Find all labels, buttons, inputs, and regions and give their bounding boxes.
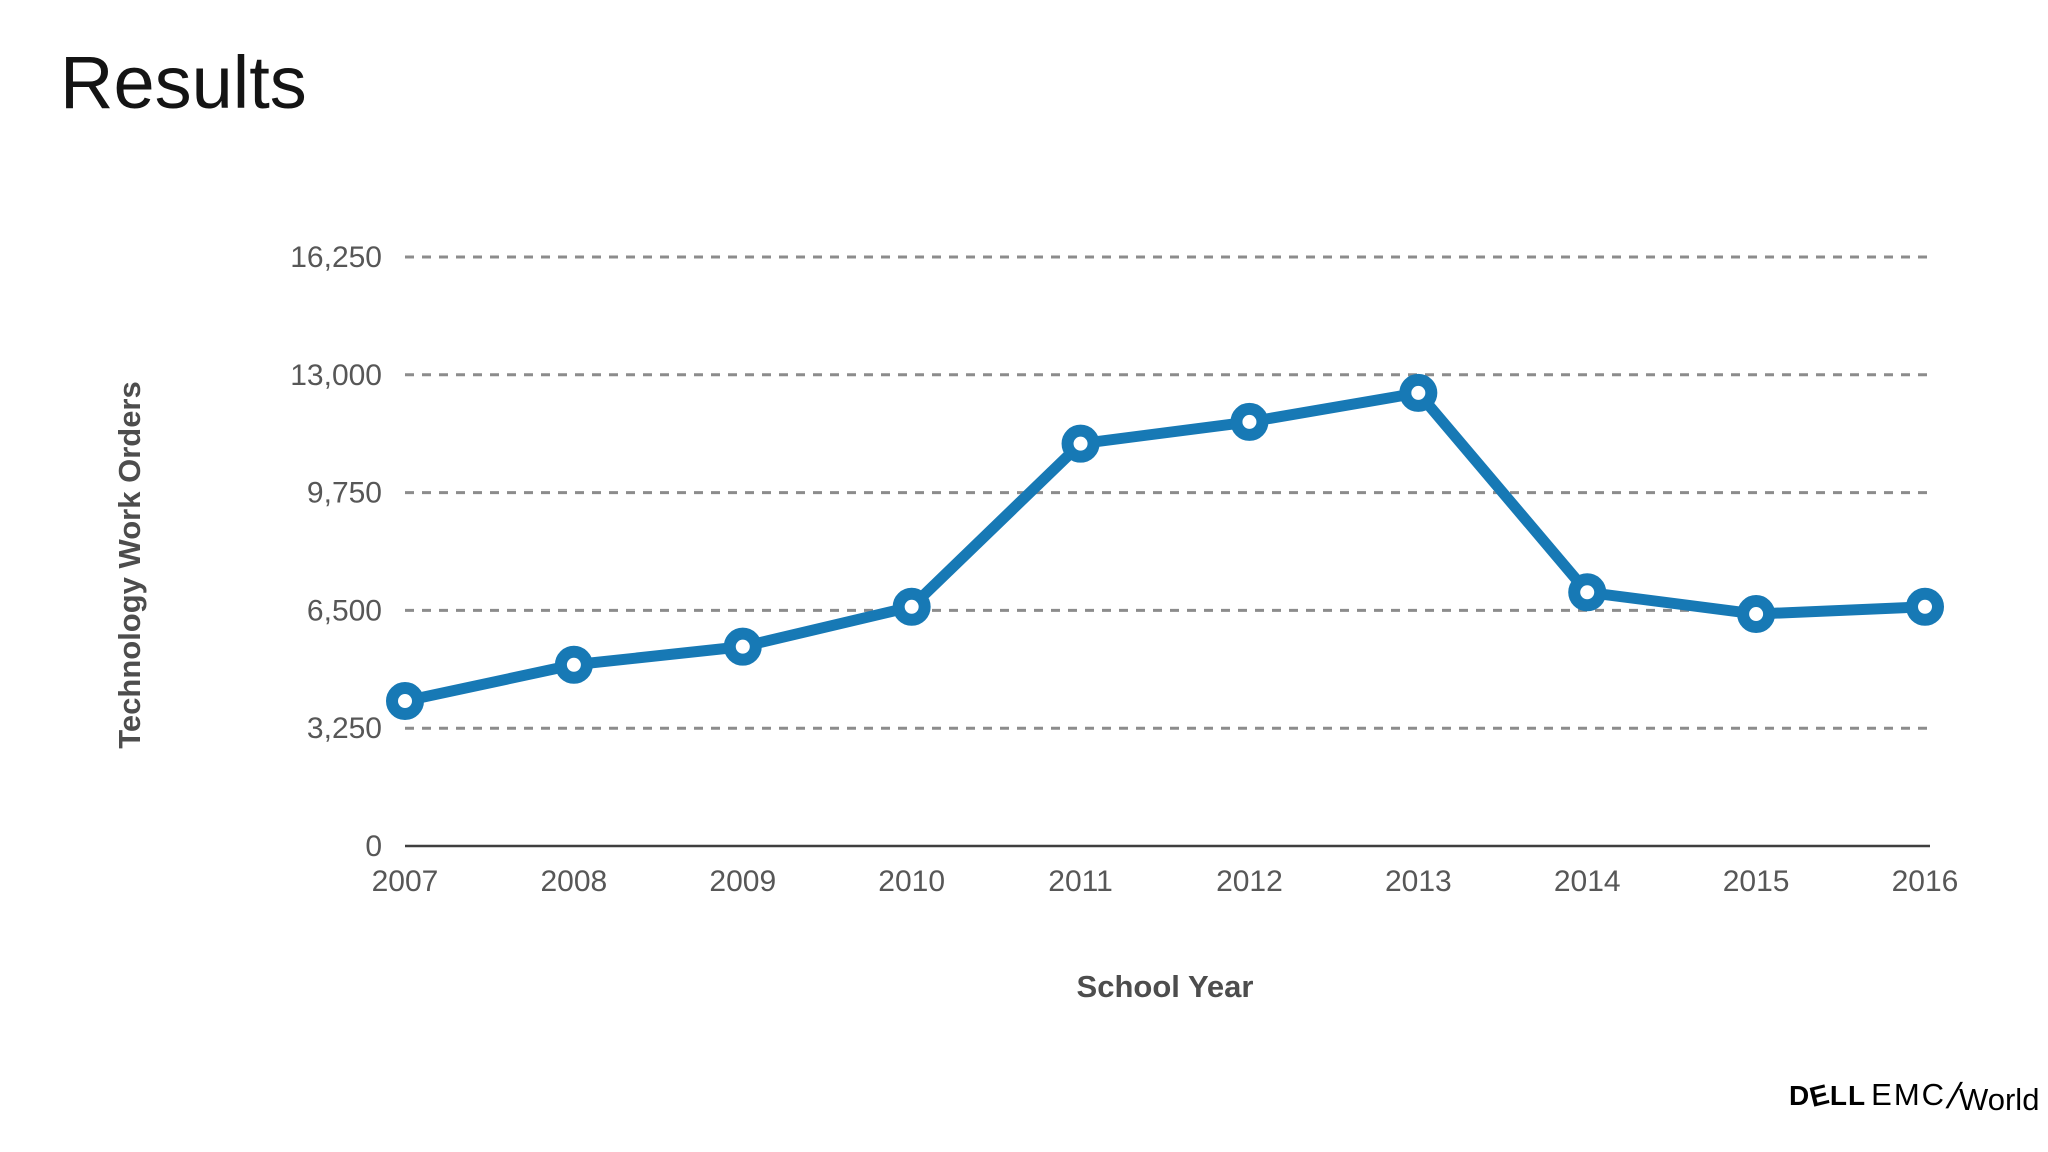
- xtick-label-2012: 2012: [1216, 865, 1283, 898]
- data-point-2009: [723, 627, 762, 666]
- data-point-2010: [892, 587, 931, 626]
- data-point-2014: [1568, 573, 1607, 612]
- xtick-label-2016: 2016: [1892, 865, 1959, 898]
- data-point-2016: [1906, 587, 1944, 626]
- data-point-markers: [386, 373, 1944, 721]
- xtick-label-2011: 2011: [1048, 865, 1113, 898]
- logo-world: World: [1959, 1082, 2040, 1117]
- xtick-label-2008: 2008: [541, 865, 608, 898]
- slide-title: Results: [60, 41, 307, 124]
- series-line: [399, 387, 1931, 707]
- dell-emc-world-logo: DELL EMC / World: [1789, 1072, 2039, 1117]
- data-point-2012: [1230, 402, 1269, 441]
- y-axis-title: Technology Work Orders: [112, 381, 147, 748]
- ytick-label-16250: 16,250: [290, 241, 382, 274]
- x-axis-tick-labels: 2007 2008 2009 2010 2011 2012 2013 2014 2015 2016: [372, 865, 1959, 898]
- xtick-label-2013: 2013: [1385, 865, 1452, 898]
- xtick-label-2009: 2009: [709, 865, 776, 898]
- ytick-label-3250: 3,250: [307, 712, 382, 745]
- logo-dell: DELL: [1789, 1078, 1867, 1113]
- data-point-2008: [554, 645, 593, 684]
- y-axis-tick-labels: 0 3,250 6,500 9,750 13,000 16,250: [290, 241, 382, 863]
- data-point-2007: [386, 682, 424, 721]
- xtick-label-2014: 2014: [1554, 865, 1621, 898]
- data-point-2011: [1061, 424, 1100, 463]
- ytick-label-6500: 6,500: [307, 594, 382, 627]
- series-polyline: [399, 387, 1931, 707]
- xtick-label-2007: 2007: [372, 865, 439, 898]
- data-point-2015: [1737, 595, 1776, 634]
- x-axis-title: School Year: [1077, 969, 1254, 1004]
- ytick-label-13000: 13,000: [290, 359, 382, 392]
- data-point-2013: [1399, 373, 1438, 412]
- xtick-label-2010: 2010: [878, 865, 945, 898]
- xtick-label-2015: 2015: [1723, 865, 1790, 898]
- ytick-label-0: 0: [365, 830, 382, 863]
- ytick-label-9750: 9,750: [307, 477, 382, 510]
- logo-emc: EMC: [1871, 1077, 1947, 1112]
